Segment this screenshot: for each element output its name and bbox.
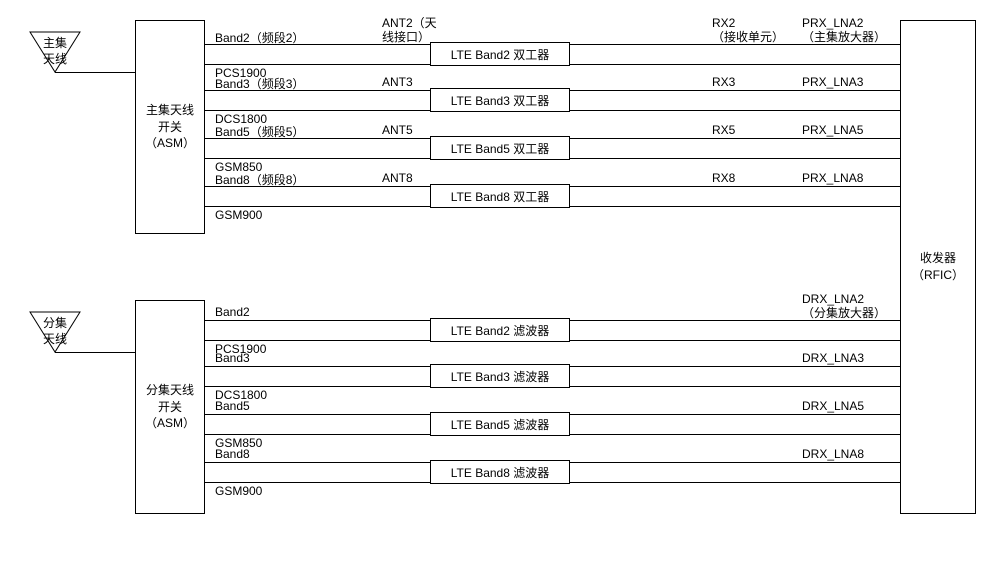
lna-label: PRX_LNA5 (802, 123, 863, 137)
row-line (570, 186, 900, 187)
rx-label: RX8 (712, 171, 735, 185)
filter-3: LTE Band8 滤波器 (430, 460, 570, 484)
duplexer-1: LTE Band3 双工器 (430, 88, 570, 112)
lna-label: DRX_LNA3 (802, 351, 864, 365)
duplexer-0: LTE Band2 双工器 (430, 42, 570, 66)
rx-label: RX2（接收单元） (712, 16, 784, 45)
lna-label: PRX_LNA2（主集放大器） (802, 16, 886, 45)
main-antenna-icon-feedline (55, 72, 135, 73)
row-line (205, 366, 430, 367)
band-label: Band5 (215, 399, 250, 413)
band-label: Band3（频段3） (215, 75, 304, 92)
diversity-antenna-icon-label: 分集天线 (35, 316, 75, 347)
row-line (570, 366, 900, 367)
filter-1: LTE Band3 滤波器 (430, 364, 570, 388)
lna-label: PRX_LNA8 (802, 171, 863, 185)
row-line (570, 138, 900, 139)
filter-0: LTE Band2 滤波器 (430, 318, 570, 342)
main-antenna-icon-label: 主集天线 (35, 36, 75, 67)
row-line (205, 414, 430, 415)
band-label: Band5（频段5） (215, 123, 304, 140)
ant-port-label: ANT5 (382, 123, 413, 137)
duplexer-2: LTE Band5 双工器 (430, 136, 570, 160)
band-label: Band3 (215, 351, 250, 365)
main-asm-block: 主集天线开关（ASM） (135, 20, 205, 234)
lna-label: PRX_LNA3 (802, 75, 863, 89)
band-label: Band2（频段2） (215, 29, 304, 46)
rx-label: RX5 (712, 123, 735, 137)
lna-label: DRX_LNA5 (802, 399, 864, 413)
diversity-asm-block: 分集天线开关（ASM） (135, 300, 205, 514)
gsm-label: GSM900 (215, 484, 262, 498)
lna-label: DRX_LNA8 (802, 447, 864, 461)
duplexer-3: LTE Band8 双工器 (430, 184, 570, 208)
ant-port-label: ANT3 (382, 75, 413, 89)
lna-label: DRX_LNA2（分集放大器） (802, 292, 886, 321)
filter-2: LTE Band5 滤波器 (430, 412, 570, 436)
rfic-block: 收发器（RFIC） (900, 20, 976, 514)
gsm-label: GSM900 (215, 208, 262, 222)
ant-port-label: ANT2（天线接口） (382, 16, 437, 45)
row-line (570, 414, 900, 415)
diversity-antenna-icon-feedline (55, 352, 135, 353)
band-label: Band8 (215, 447, 250, 461)
band-label: Band8（频段8） (215, 171, 304, 188)
rx-label: RX3 (712, 75, 735, 89)
band-label: Band2 (215, 305, 250, 319)
row-line (205, 320, 430, 321)
ant-port-label: ANT8 (382, 171, 413, 185)
row-line (570, 90, 900, 91)
row-line (570, 462, 900, 463)
row-line (205, 462, 430, 463)
